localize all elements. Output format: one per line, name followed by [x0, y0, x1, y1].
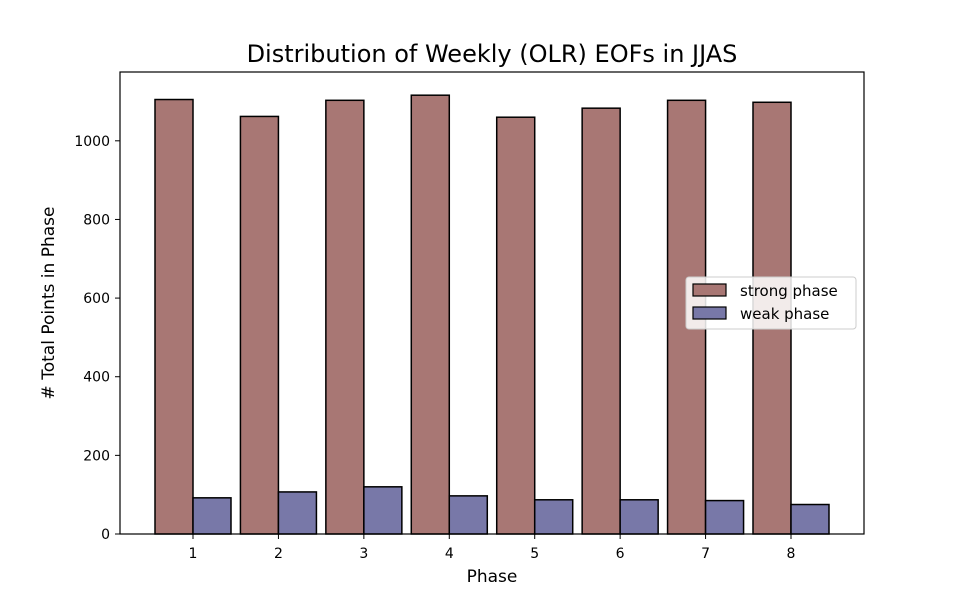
bar-weak-phase-4 [448, 495, 489, 535]
bar-weak-phase-1 [192, 497, 232, 535]
x-tick-label: 6 [616, 546, 625, 562]
bar-strong-phase-4 [410, 94, 451, 535]
legend-label-strong: strong phase [740, 282, 838, 300]
y-tick-label: 0 [101, 527, 110, 543]
x-axis-label: Phase [467, 567, 518, 587]
y-tick-label: 1000 [74, 134, 110, 150]
chart-title: Distribution of Weekly (OLR) EOFs in JJA… [247, 40, 738, 68]
y-tick-label: 600 [83, 291, 110, 307]
bar-weak-phase-2 [277, 491, 318, 535]
bar-strong-phase-6 [581, 107, 621, 535]
x-tick-label: 1 [189, 546, 198, 562]
y-tick-label: 400 [83, 370, 110, 386]
legend-label-weak: weak phase [740, 305, 829, 323]
x-tick-label: 2 [274, 546, 283, 562]
legend-box [685, 276, 857, 330]
legend-swatch-weak [692, 306, 727, 320]
plot-frame [119, 71, 865, 535]
plot-area [119, 71, 865, 535]
x-tick-label: 3 [359, 546, 368, 562]
bar-weak-phase-7 [704, 499, 745, 535]
x-axis-ticks: 1 2 3 4 5 6 7 8 [189, 534, 796, 562]
bar-weak-phase-5 [533, 499, 574, 535]
legend: strong phase weak phase [685, 276, 857, 330]
y-axis-label: # Total Points in Phase [39, 207, 59, 400]
bar-strong-phase-2 [239, 115, 280, 535]
bar-weak-phase-6 [619, 499, 659, 535]
y-tick-label: 800 [83, 212, 110, 228]
bar-strong-phase-5 [495, 116, 536, 535]
bar-weak-phase-3 [363, 486, 403, 535]
bar-strong-phase-3 [325, 99, 365, 535]
legend-swatch-strong [692, 283, 727, 297]
bar-strong-phase-1 [154, 98, 194, 535]
y-axis-ticks: 0 200 400 600 800 1000 [74, 134, 120, 543]
x-tick-label: 8 [787, 546, 796, 562]
bar-weak-phase-8 [790, 503, 830, 535]
x-tick-label: 7 [701, 546, 710, 562]
x-tick-label: 4 [445, 546, 454, 562]
y-tick-label: 200 [83, 448, 110, 464]
x-tick-label: 5 [530, 546, 539, 562]
